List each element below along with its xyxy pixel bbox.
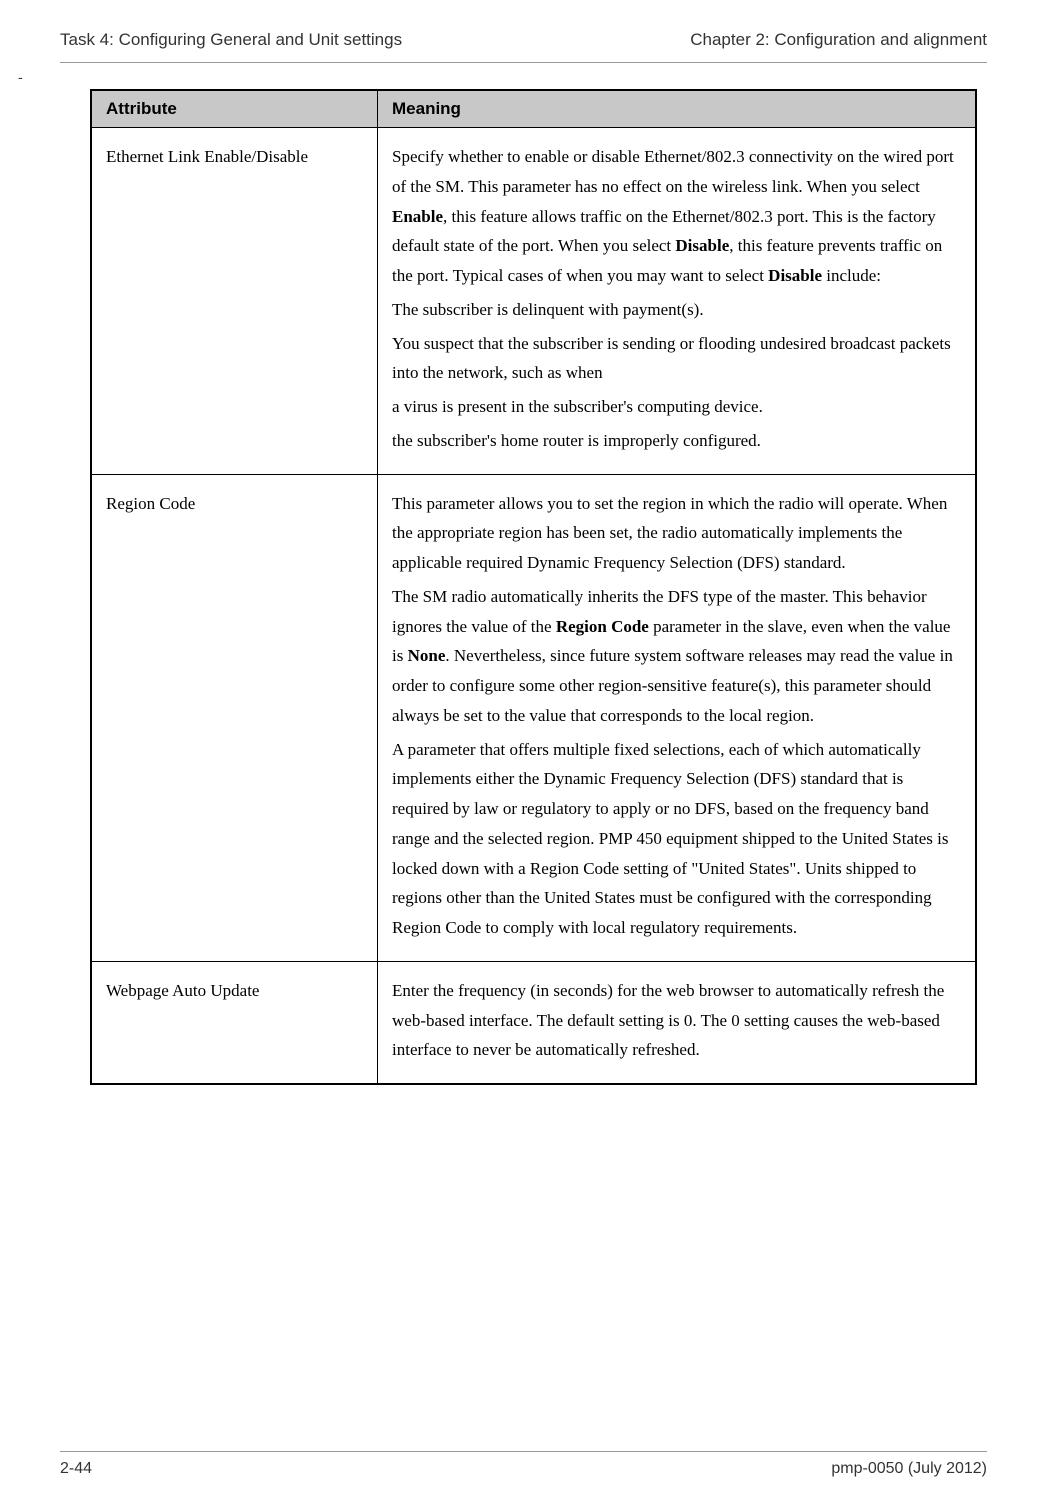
table-row: Region Code This parameter allows you to… <box>91 474 976 961</box>
col-meaning: Meaning <box>378 90 977 128</box>
table-row: Webpage Auto Update Enter the frequency … <box>91 961 976 1084</box>
footer-rule <box>60 1451 987 1452</box>
cell-attribute: Ethernet Link Enable/Disable <box>91 128 378 475</box>
header-rule <box>60 62 987 63</box>
paragraph: Enter the frequency (in seconds) for the… <box>392 976 959 1065</box>
doc-id: pmp-0050 (July 2012) <box>831 1460 987 1478</box>
cell-meaning: This parameter allows you to set the reg… <box>378 474 977 961</box>
paragraph: The subscriber is delinquent with paymen… <box>392 295 959 325</box>
cell-meaning: Specify whether to enable or disable Eth… <box>378 128 977 475</box>
page: Task 4: Configuring General and Unit set… <box>0 0 1047 1512</box>
col-attribute: Attribute <box>91 90 378 128</box>
attributes-table: Attribute Meaning Ethernet Link Enable/D… <box>90 89 977 1085</box>
cell-attribute: Webpage Auto Update <box>91 961 378 1084</box>
cell-attribute: Region Code <box>91 474 378 961</box>
paragraph: a virus is present in the subscriber's c… <box>392 392 959 422</box>
header-left: Task 4: Configuring General and Unit set… <box>60 30 402 50</box>
table-row: Ethernet Link Enable/Disable Specify whe… <box>91 128 976 475</box>
paragraph: Specify whether to enable or disable Eth… <box>392 142 959 291</box>
footer-row: 2-44 pmp-0050 (July 2012) <box>60 1460 987 1478</box>
paragraph: This parameter allows you to set the reg… <box>392 489 959 578</box>
attributes-table-wrap: Attribute Meaning Ethernet Link Enable/D… <box>90 89 977 1085</box>
paragraph: A parameter that offers multiple fixed s… <box>392 735 959 943</box>
header-right: Chapter 2: Configuration and alignment <box>690 30 987 50</box>
page-footer: 2-44 pmp-0050 (July 2012) <box>60 1451 987 1478</box>
paragraph: The SM radio automatically inherits the … <box>392 582 959 731</box>
page-number: 2-44 <box>60 1460 92 1478</box>
table-header-row: Attribute Meaning <box>91 90 976 128</box>
page-header: Task 4: Configuring General and Unit set… <box>60 30 987 62</box>
cell-meaning: Enter the frequency (in seconds) for the… <box>378 961 977 1084</box>
stray-dash: - <box>18 69 987 85</box>
paragraph: the subscriber's home router is improper… <box>392 426 959 456</box>
paragraph: You suspect that the subscriber is sendi… <box>392 329 959 389</box>
